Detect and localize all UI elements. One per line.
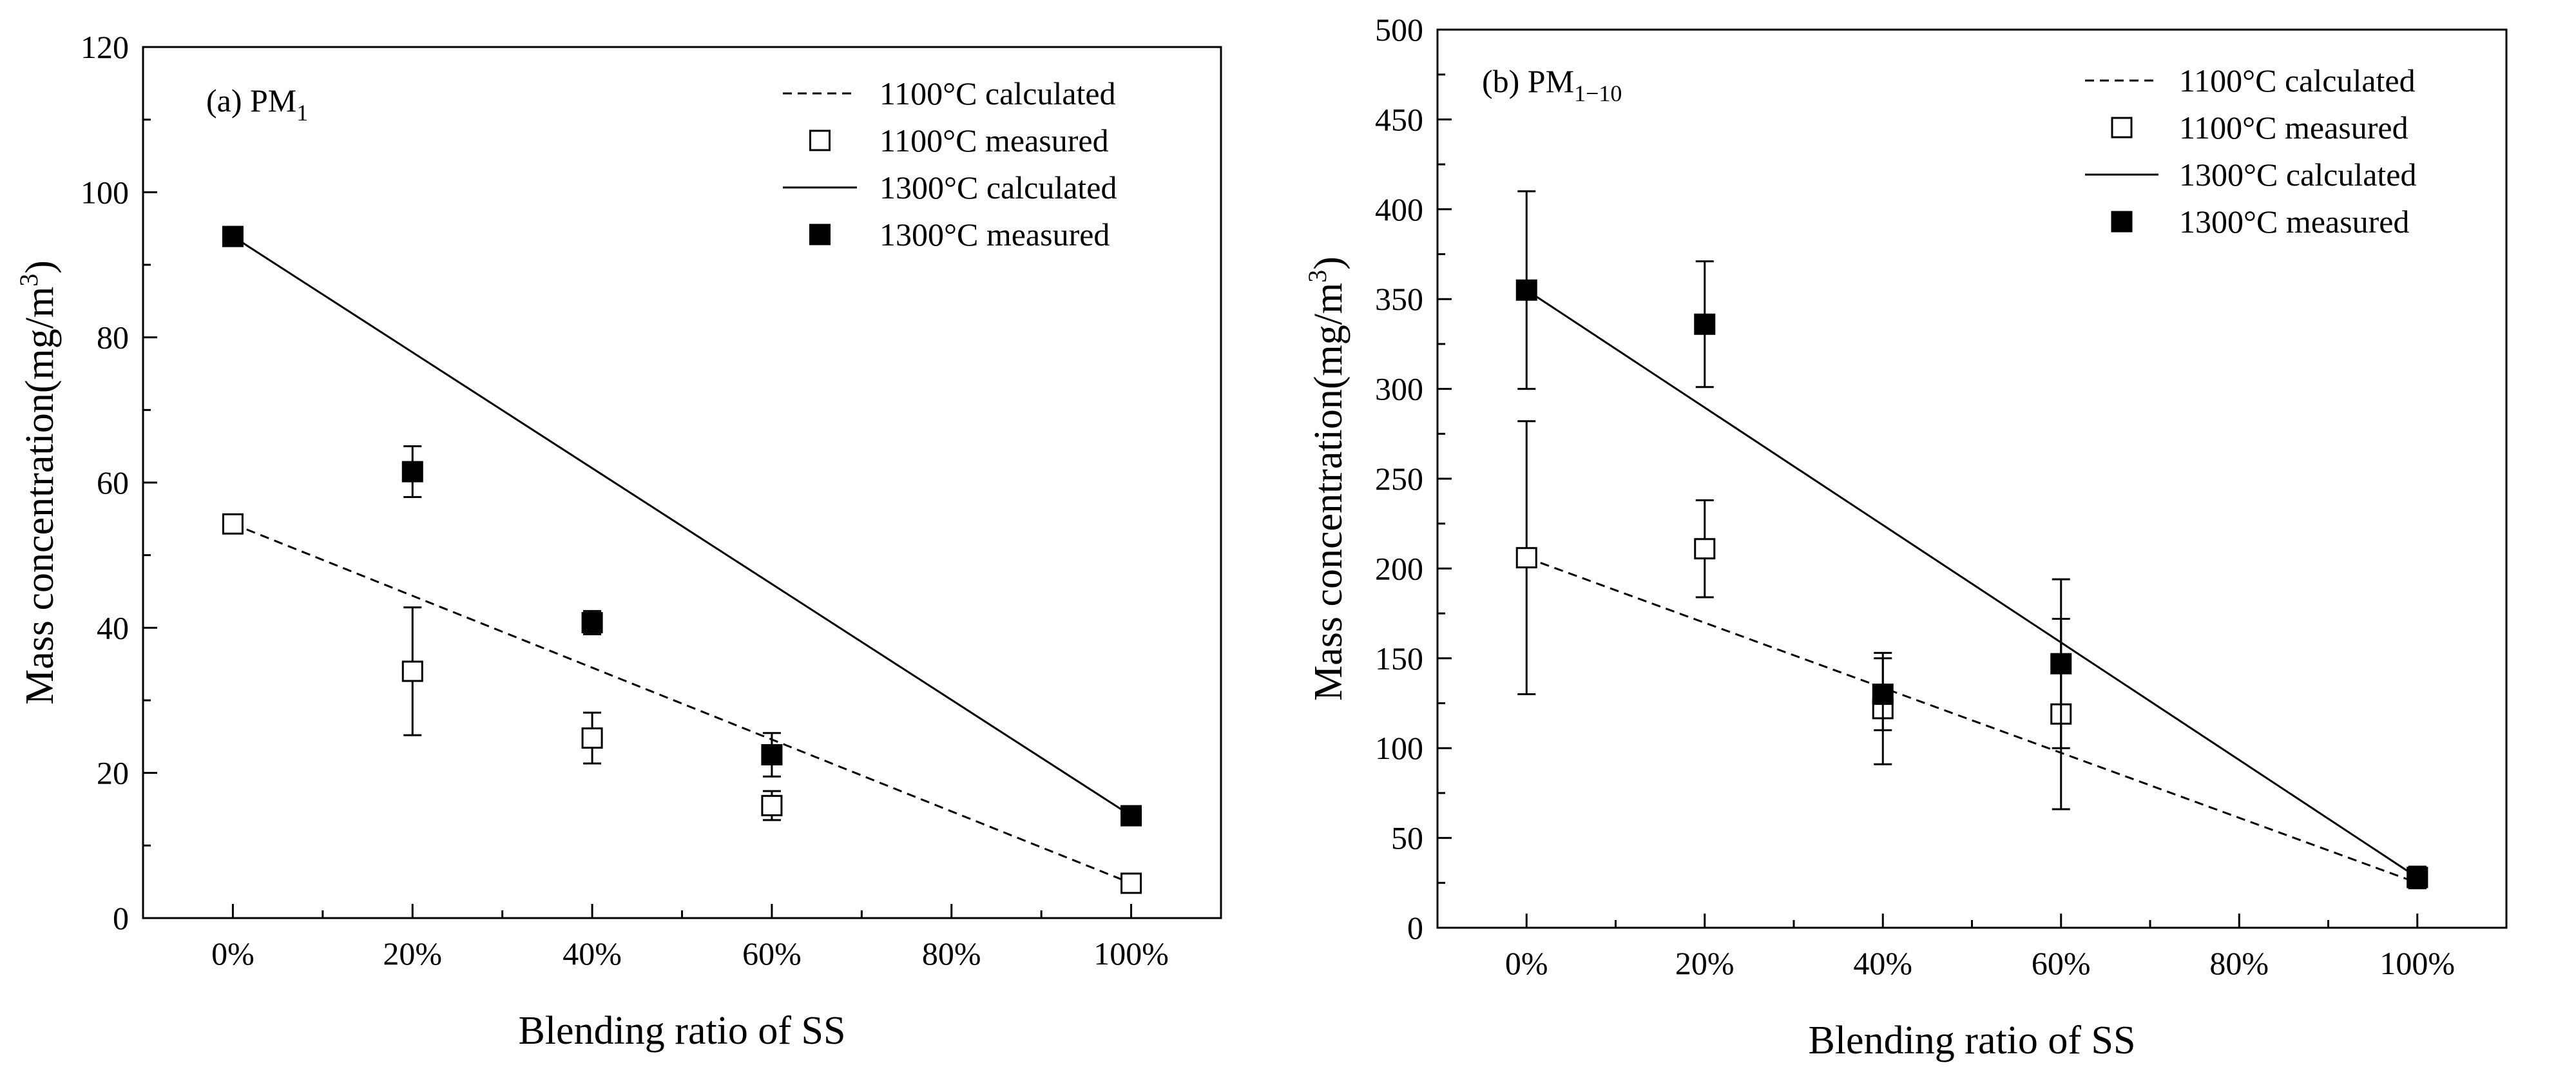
data-point [222,513,244,535]
y-tick-label: 50 [1391,820,1423,856]
x-tick-label: 40% [1853,945,1912,981]
legend-marker-swatch [2111,117,2133,139]
data-point [761,794,783,816]
legend-entry: 1100°C measured [879,122,1109,158]
x-tick-label: 40% [562,935,622,972]
x-tick-label: 60% [742,935,802,972]
y-tick-label: 150 [1375,640,1423,676]
y-tick-label: 400 [1375,191,1423,227]
y-tick-label: 120 [81,29,129,65]
panel-label-main: (a) PM [206,82,296,119]
y-tick-label: 350 [1375,281,1423,317]
panel-label-main: (b) PM [1482,63,1574,99]
data-point [1515,547,1537,569]
series-line [232,235,1132,817]
y-axis-title-sup: 3 [1303,270,1332,283]
legend-marker-swatch [809,129,831,151]
data-point [581,611,603,633]
series-line [1526,557,2418,884]
y-tick-label: 80 [97,320,129,356]
data-point [401,461,423,483]
y-axis-title: Mass concentration(mg/m3) [1303,256,1350,701]
x-tick-label: 80% [2209,945,2269,981]
data-point [1120,872,1142,894]
data-point [2050,653,2072,675]
data-point [1694,538,1716,560]
y-tick-label: 0 [1407,910,1423,946]
y-axis-title-sup: 3 [14,274,43,287]
y-tick-label: 20 [97,755,129,791]
y-axis-title-main: Mass concentration(mg/m [1307,283,1350,701]
series-line [1526,289,2418,879]
x-axis-title: Blending ratio of SS [1808,1019,2135,1062]
x-tick-label: 60% [2032,945,2091,981]
x-tick-label: 80% [922,935,981,972]
data-point [222,225,244,247]
x-tick-label: 20% [383,935,442,972]
legend-marker-swatch [809,224,831,245]
data-point [401,660,423,682]
chart-panel-b: 0% 20% 40% 60% 80% 100% 0 50 100 150 200 250 300 350 4… [1303,12,2508,1062]
y-axis-title: Mass concentration(mg/m3) [14,260,62,705]
data-point [2407,867,2428,888]
y-tick-label: 100 [1375,730,1423,766]
legend-entry: 1100°C measured [2179,110,2408,146]
data-point [1694,313,1716,335]
data-point [1515,279,1537,301]
legend-marker-swatch [2111,211,2133,233]
x-tick-label: 100% [1093,935,1169,972]
data-point [1120,805,1142,827]
x-axis-title: Blending ratio of SS [518,1009,845,1053]
y-tick-label: 500 [1375,12,1423,48]
y-tick-label: 40 [97,609,129,646]
legend-entry: 1300°C calculated [879,169,1117,206]
panel-label-sub: 1−10 [1574,81,1622,106]
y-tick-label: 200 [1375,550,1423,586]
data-point [1872,684,1894,705]
legend-entry: 1300°C measured [879,216,1110,253]
legend-entry: 1300°C calculated [2179,157,2416,193]
legend-entry: 1300°C measured [2179,204,2409,240]
chart-panel-a: 0% 20% 40% 60% 80% 100% 0 20 40 60 80 100 120 Blendin… [14,29,1222,1053]
series-line [232,523,1132,885]
panel-label: (a) PM1 [206,82,308,126]
legend-entry: 1100°C calculated [2179,62,2416,99]
data-point [761,744,783,765]
data-point [581,727,603,749]
y-axis-title-close: ) [1307,256,1350,270]
y-axis-title-close: ) [18,260,62,274]
x-tick-label: 0% [211,935,255,972]
panel-label: (b) PM1−10 [1482,63,1622,106]
y-axis-title-main: Mass concentration(mg/m [18,287,62,705]
y-tick-label: 0 [113,900,129,936]
y-tick-label: 250 [1375,461,1423,497]
x-tick-label: 0% [1505,945,1548,981]
y-tick-label: 60 [97,465,129,501]
x-tick-label: 20% [1675,945,1735,981]
y-tick-label: 450 [1375,101,1423,137]
panel-label-sub: 1 [296,100,308,126]
legend-entry: 1100°C calculated [879,75,1116,111]
x-tick-label: 100% [2379,945,2455,981]
y-tick-label: 300 [1375,371,1423,407]
y-tick-label: 100 [81,174,129,210]
